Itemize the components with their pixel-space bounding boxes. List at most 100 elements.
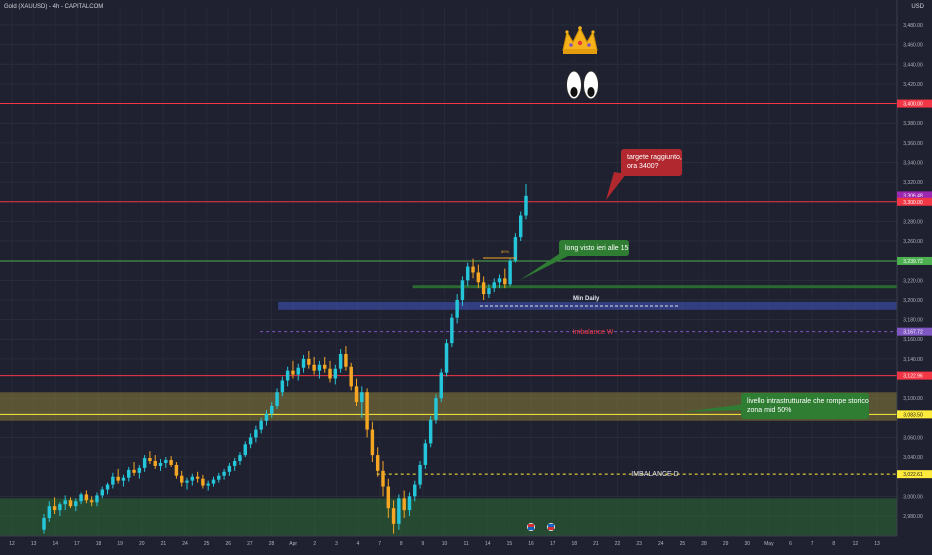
time-axis[interactable] (0, 536, 897, 550)
price-tag (897, 99, 932, 108)
y-tick-label: 3,100.00 (903, 396, 923, 402)
candle-body (217, 475, 221, 480)
y-tick-label: 2,980.00 (903, 514, 923, 520)
event-flag-icon[interactable] (527, 523, 555, 531)
candle-body (158, 462, 163, 466)
candle-body (497, 278, 502, 283)
price-tag-label: 3,167.72 (903, 330, 923, 336)
price-tag-label: 3,083.50 (903, 412, 923, 418)
candle-body (360, 392, 364, 403)
price-axis[interactable] (897, 0, 932, 550)
y-tick-label: 3,040.00 (903, 455, 923, 461)
candle-body (508, 260, 512, 285)
x-tick-label: 17 (74, 541, 80, 547)
y-tick-label: 3,200.00 (903, 298, 923, 304)
candle-body (439, 372, 443, 399)
candle-body (179, 475, 184, 483)
x-tick-label: 25 (204, 541, 210, 547)
x-tick-label: 15 (507, 541, 513, 547)
candle-body (291, 370, 295, 375)
candle-body (74, 501, 78, 507)
candle-body (63, 500, 67, 505)
crown-icon (562, 26, 598, 54)
callout-structural-box[interactable] (741, 393, 869, 419)
imbalance-w-label: Imbalance W (573, 329, 614, 336)
callout-structural-text: zona mid 50% (747, 407, 791, 414)
price-tag-label: 3,122.96 (903, 374, 923, 380)
x-tick-label: 14 (485, 541, 491, 547)
y-tick-label: 3,060.00 (903, 435, 923, 441)
y-tick-label: 3,320.00 (903, 180, 923, 186)
x-tick-label: 12 (9, 541, 15, 547)
candle-body (264, 413, 269, 421)
y-tick-label: 3,280.00 (903, 219, 923, 225)
candle-body (344, 353, 348, 367)
candle-body (116, 476, 120, 481)
candle-body (280, 380, 285, 393)
min-daily-label: Min Daily (573, 296, 600, 302)
candle-body (211, 479, 216, 484)
candle-body (111, 476, 115, 485)
callout-target-box[interactable] (621, 149, 682, 176)
callout-structural-text: livello intrastrutturale che rompe stori… (747, 398, 869, 405)
y-tick-label: 3,340.00 (903, 160, 923, 166)
candle-body (169, 460, 173, 465)
candle-body (238, 455, 242, 462)
candle-body (338, 353, 343, 369)
y-tick-label: 3,220.00 (903, 278, 923, 284)
candle-body (481, 282, 486, 295)
y-tick-label: 3,180.00 (903, 318, 923, 324)
x-tick-label: May (764, 541, 774, 547)
y-tick-label: 3,360.00 (903, 141, 923, 147)
callout-long-text: long visto ieri alle 15 (565, 245, 629, 252)
price-tag-label: 3,300.00 (903, 200, 923, 206)
candle-body (354, 386, 359, 403)
candle-body (397, 498, 401, 524)
candle-body (381, 470, 385, 487)
candle-body (386, 486, 391, 509)
candle-body (503, 278, 507, 285)
candle-body (466, 266, 470, 281)
candle-body (375, 455, 380, 471)
candle-body (391, 508, 396, 524)
x-tick-label: 23 (636, 541, 642, 547)
x-tick-label: 19 (117, 541, 123, 547)
y-tick-label: 3,420.00 (903, 82, 923, 88)
candle-body (201, 478, 205, 486)
candle-body (455, 299, 459, 318)
candle-body (487, 288, 491, 295)
candle-body (232, 461, 237, 466)
candle-body (58, 504, 62, 511)
x-tick-label: 27 (247, 541, 253, 547)
candle-body (323, 364, 327, 369)
price-tag-label: 3,306.48 (903, 193, 923, 199)
x-tick-label: 29 (723, 541, 729, 547)
price-tag-label: 3,239.72 (903, 259, 923, 265)
candle-body (513, 237, 518, 261)
x-tick-label: 10 (442, 541, 448, 547)
x-tick-label: 20 (139, 541, 145, 547)
candle-body (222, 471, 226, 476)
candle-body (132, 469, 136, 473)
price-tag (897, 191, 932, 200)
x-tick-label: 13 (874, 541, 880, 547)
x-tick-label: 4 (357, 541, 360, 547)
imbalance-d-label: IMBALANCE D (631, 471, 678, 478)
candle-body (285, 370, 290, 381)
x-tick-label: 21 (161, 541, 167, 547)
callout-structural-pointer (683, 404, 745, 412)
callout-long-box[interactable] (559, 240, 629, 256)
y-tick-label: 3,440.00 (903, 62, 923, 68)
x-tick-label: 7 (378, 541, 381, 547)
price-zone (412, 285, 897, 289)
x-tick-label: 24 (182, 541, 188, 547)
x-tick-label: 13 (31, 541, 37, 547)
candle-body (476, 272, 481, 283)
fib-label: 80% (501, 249, 509, 254)
callout-long-pointer (520, 252, 570, 280)
price-tag (897, 256, 932, 265)
x-tick-label: 30 (744, 541, 750, 547)
candle-body (370, 429, 375, 456)
candle-body (190, 476, 195, 481)
